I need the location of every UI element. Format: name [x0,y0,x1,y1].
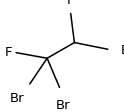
Text: F: F [67,0,74,7]
Text: Br: Br [10,92,25,105]
Text: Br: Br [56,99,71,112]
Text: F: F [5,46,12,59]
Text: Br: Br [120,44,124,57]
